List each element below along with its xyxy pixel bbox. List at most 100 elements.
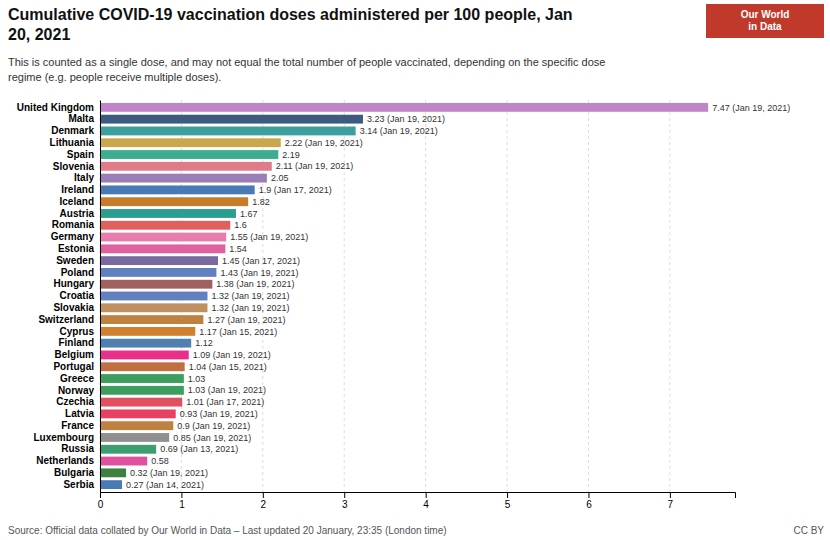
bar	[100, 103, 708, 112]
bar	[100, 280, 212, 289]
y-tick-label: Iceland	[60, 196, 94, 207]
source: Source: Official data collated by Our Wo…	[8, 525, 447, 536]
data-label: 1.82	[252, 197, 270, 207]
y-tick: Lithuania	[50, 137, 100, 148]
x-tick-label: 2	[261, 499, 267, 510]
y-tick-label: Austria	[60, 208, 95, 219]
data-label: 0.69 (Jan 13, 2021)	[160, 444, 238, 454]
x-tick-label: 5	[505, 499, 511, 510]
bar	[100, 174, 267, 183]
x-tick: 5	[505, 492, 511, 510]
data-label: 0.27 (Jan 14, 2021)	[126, 480, 204, 490]
y-tick-label: Germany	[51, 231, 95, 242]
x-tick: 1	[179, 492, 185, 510]
plot: 7.47 (Jan 19, 2021) 3.23 (Jan 19, 2021) 3.…	[17, 100, 790, 510]
data-label: 1.32 (Jan 19, 2021)	[211, 291, 289, 301]
y-tick: Spain	[67, 149, 100, 160]
data-label: 1.9 (Jan 17, 2021)	[259, 185, 332, 195]
bar	[100, 209, 236, 218]
x-tick-label: 4	[423, 499, 429, 510]
data-label: 1.6	[234, 220, 247, 230]
y-tick-label: Serbia	[63, 479, 94, 490]
bar	[100, 480, 122, 489]
data-label: 1.32 (Jan 19, 2021)	[211, 303, 289, 313]
y-tick: Estonia	[58, 243, 100, 254]
y-tick-label: Norway	[58, 385, 95, 396]
x-axis-line	[101, 493, 736, 499]
title: Cumulative COVID-19 vaccination doses ad…	[8, 6, 573, 43]
y-tick: Norway	[58, 385, 100, 396]
x-axis: 01234567	[98, 492, 736, 510]
bar	[100, 233, 226, 242]
y-tick-label: Sweden	[56, 255, 94, 266]
y-tick-label: Croatia	[60, 290, 95, 301]
y-tick-label: Bulgaria	[54, 467, 94, 478]
bar	[100, 433, 169, 442]
y-tick: Serbia	[63, 479, 100, 490]
y-tick-label: Portugal	[53, 361, 94, 372]
y-tick: Russia	[61, 443, 100, 454]
bar	[100, 315, 203, 324]
bar	[100, 351, 189, 360]
y-tick: Cyprus	[60, 326, 100, 337]
grid-line	[507, 100, 508, 492]
y-tick-label: Netherlands	[36, 455, 94, 466]
bar	[100, 421, 173, 430]
data-label: 1.45 (Jan 17, 2021)	[222, 256, 300, 266]
bar	[100, 197, 248, 206]
bar	[100, 409, 176, 418]
bar	[100, 362, 185, 371]
y-tick: Slovenia	[53, 161, 100, 172]
data-label: 1.01 (Jan 17, 2021)	[186, 397, 264, 407]
title-line: 20, 2021	[8, 26, 70, 43]
y-tick-label: United Kingdom	[17, 102, 94, 113]
y-tick: Croatia	[60, 290, 100, 301]
x-tick-label: 7	[668, 499, 674, 510]
y-tick-label: Switzerland	[38, 314, 94, 325]
y-tick-label: Spain	[67, 149, 94, 160]
y-tick-label: Greece	[60, 373, 94, 384]
watermark-box	[706, 4, 824, 38]
x-tick-label: 6	[586, 499, 592, 510]
data-label: 2.11 (Jan 19, 2021)	[276, 161, 353, 171]
y-tick-label: Ireland	[61, 184, 94, 195]
chart: Cumulative COVID-19 vaccination doses ad…	[0, 0, 830, 540]
y-tick: Iceland	[60, 196, 100, 207]
watermark-text: Our Worldin Data	[741, 9, 790, 32]
data-label: 1.04 (Jan 15, 2021)	[189, 362, 267, 372]
y-tick: Denmark	[51, 125, 100, 136]
x-tick-mark	[670, 492, 671, 498]
bar	[100, 445, 156, 454]
y-tick: Switzerland	[38, 314, 100, 325]
bar	[100, 339, 191, 348]
subtitle-line: regime (e.g. people receive multiple dos…	[8, 71, 221, 83]
bar	[100, 150, 278, 159]
y-tick-label: Czechia	[56, 396, 94, 407]
data-label: 3.23 (Jan 19, 2021)	[367, 114, 445, 124]
x-tick: 3	[342, 492, 348, 510]
y-tick: Italy	[74, 172, 100, 183]
y-tick: France	[61, 420, 100, 431]
y-axis: United KingdomMaltaDenmarkLithuaniaSpain…	[17, 101, 101, 493]
grid	[100, 100, 670, 492]
y-tick-label: Luxembourg	[33, 432, 94, 443]
y-tick-label: Cyprus	[60, 326, 95, 337]
y-tick-label: Hungary	[53, 278, 94, 289]
y-tick-label: Belgium	[55, 349, 95, 360]
data-label: 1.12	[195, 338, 213, 348]
bar	[100, 303, 207, 312]
bar	[100, 138, 281, 147]
y-tick-label: Latvia	[65, 408, 94, 419]
bars	[100, 103, 708, 489]
y-tick-label: Slovakia	[53, 302, 94, 313]
y-tick-label: Finland	[58, 337, 94, 348]
y-tick: Malta	[68, 113, 100, 124]
data-label: 1.27 (Jan 19, 2021)	[207, 315, 285, 325]
data-label: 3.14 (Jan 19, 2021)	[360, 126, 438, 136]
bar	[100, 185, 255, 194]
grid-line	[100, 100, 101, 492]
bar	[100, 374, 184, 383]
y-tick-label: Romania	[52, 219, 95, 230]
data-label: 7.47 (Jan 19, 2021)	[712, 103, 790, 113]
bar	[100, 244, 225, 253]
